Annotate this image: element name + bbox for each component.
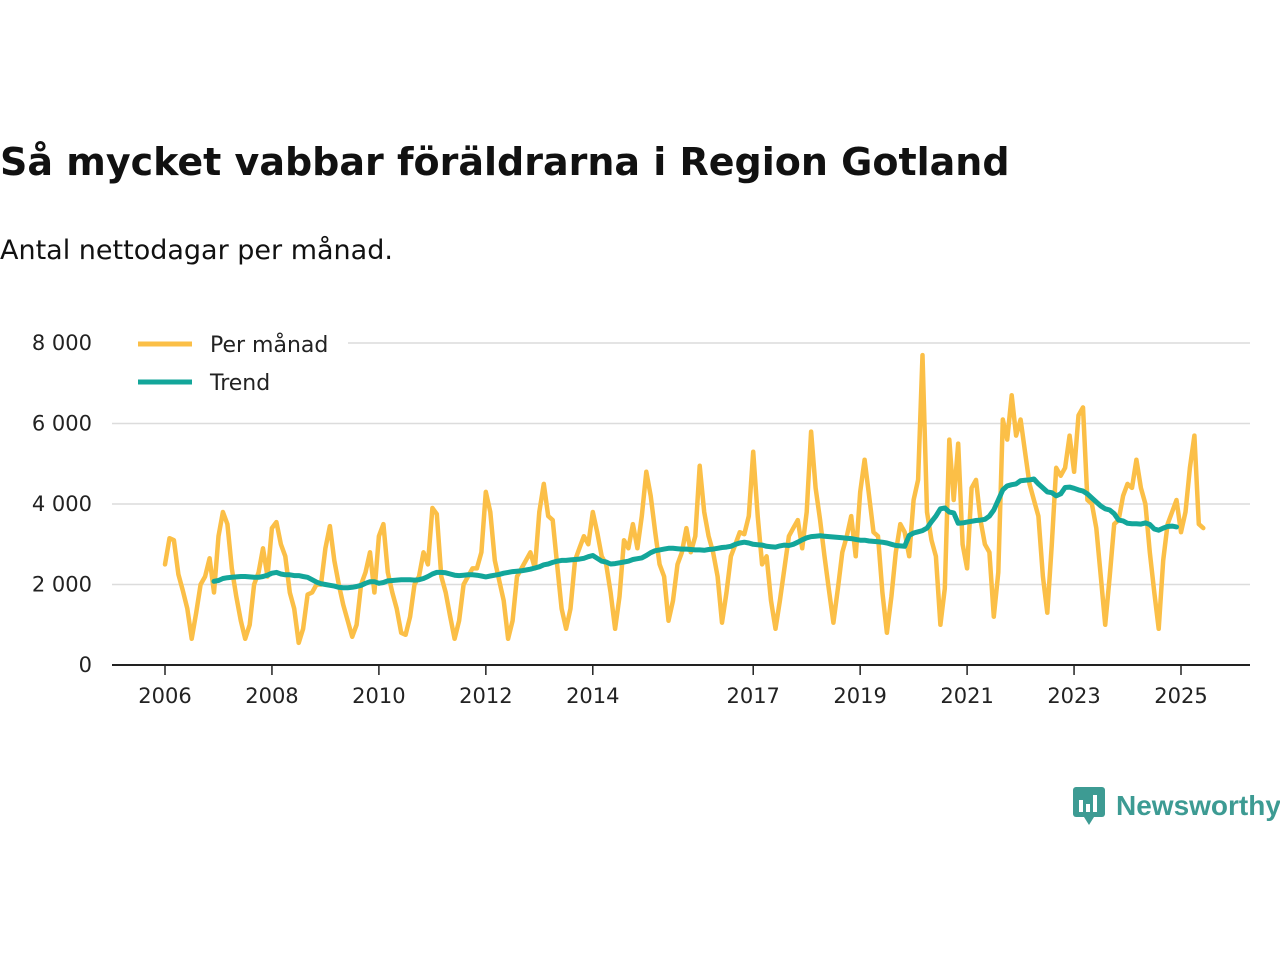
y-tick-label: 8 000 bbox=[32, 331, 92, 355]
y-tick-label: 6 000 bbox=[32, 412, 92, 436]
x-tick-label: 2010 bbox=[352, 684, 405, 708]
y-tick-label: 4 000 bbox=[32, 492, 92, 516]
brand-name: Newsworthy bbox=[1116, 790, 1280, 821]
y-tick-label: 0 bbox=[79, 653, 92, 677]
legend: Per månad Trend bbox=[138, 332, 328, 396]
x-tick-label: 2017 bbox=[726, 684, 779, 708]
chart-subtitle: Antal nettodagar per månad. bbox=[0, 235, 393, 266]
x-tick-label: 2021 bbox=[940, 684, 993, 708]
chart-title: Så mycket vabbar föräldrarna i Region Go… bbox=[0, 140, 1010, 184]
series-lines bbox=[162, 352, 1206, 646]
y-axis-labels: 0 2 000 4 000 6 000 8 000 bbox=[32, 331, 92, 677]
x-tick-label: 2014 bbox=[566, 684, 619, 708]
x-tick-label: 2025 bbox=[1154, 684, 1207, 708]
x-tick-label: 2023 bbox=[1047, 684, 1100, 708]
legend-label-trend: Trend bbox=[209, 371, 270, 396]
x-tick-label: 2012 bbox=[459, 684, 512, 708]
brand-logo[interactable]: Newsworthy bbox=[1072, 786, 1280, 826]
x-axis: 2006 2008 2010 2012 2014 2017 2019 2021 2023 2025 bbox=[112, 664, 1250, 708]
grid-lines bbox=[112, 342, 1250, 586]
y-tick-label: 2 000 bbox=[32, 573, 92, 597]
x-tick-label: 2019 bbox=[833, 684, 886, 708]
x-tick-label: 2006 bbox=[138, 684, 191, 708]
legend-label-per-manad: Per månad bbox=[210, 332, 328, 358]
series-line-trend bbox=[211, 476, 1179, 591]
series-line-per-manad bbox=[162, 352, 1206, 646]
newsworthy-logo-icon bbox=[1073, 787, 1105, 825]
x-tick-label: 2008 bbox=[245, 684, 298, 708]
